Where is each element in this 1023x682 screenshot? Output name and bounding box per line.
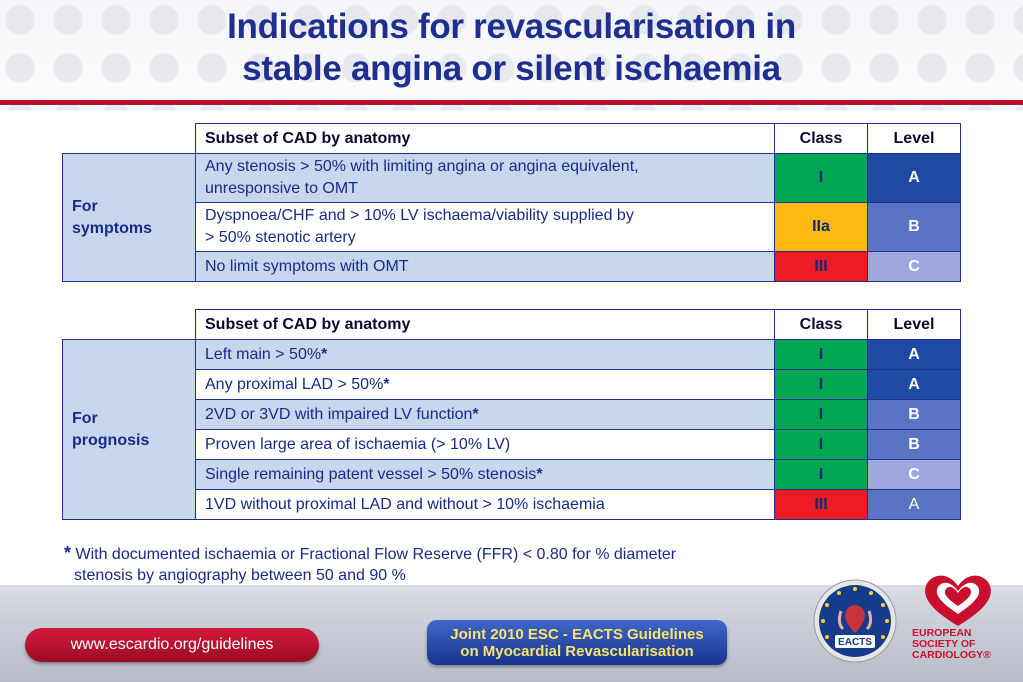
level-cell: B: [867, 399, 961, 430]
table-row: Proven large area of ischaemia (> 10% LV…: [63, 429, 961, 460]
description-line: > 50% stenotic artery: [205, 229, 356, 246]
symptoms-table: Subset of CAD by anatomy Class Level For…: [62, 123, 961, 282]
title-divider: [0, 100, 1023, 105]
table-row: Dyspnoea/CHF and > 10% LV ischaema/viabi…: [63, 202, 961, 252]
asterisk-mark: *: [536, 465, 543, 483]
eacts-logo-icon: EACTS: [813, 579, 897, 663]
title-line-2: stable angina or silent ischaemia: [242, 49, 781, 88]
description-text: 2VD or 3VD with impaired LV function: [205, 405, 473, 423]
row-description: Any proximal LAD > 50%*: [195, 369, 775, 400]
esc-name-line: SOCIETY OF: [912, 638, 976, 650]
eacts-logo-text: EACTS: [838, 637, 872, 648]
table-row: No limit symptoms with OMT III C: [63, 251, 961, 282]
asterisk-mark: *: [472, 405, 479, 423]
footnote-text: With documented ischaemia or Fractional …: [75, 546, 677, 563]
class-cell: I: [774, 339, 868, 370]
row-description: 2VD or 3VD with impaired LV function*: [195, 399, 775, 430]
class-cell: III: [774, 251, 868, 282]
group-label-line: symptoms: [72, 219, 153, 237]
header-level: Level: [867, 309, 961, 340]
table-row: For symptoms Any stenosis > 50% with lim…: [62, 153, 961, 282]
level-cell: A: [867, 369, 961, 400]
footnote-asterisk: *: [64, 543, 72, 563]
group-label-line: For: [72, 409, 98, 427]
footnote-line-1: * With documented ischaemia or Fractiona…: [64, 543, 824, 565]
description-text: Left main > 50%: [205, 345, 322, 363]
class-cell: III: [774, 489, 868, 520]
class-cell: I: [774, 369, 868, 400]
level-cell: C: [867, 251, 961, 282]
table-row: Any proximal LAD > 50%* I A: [63, 369, 961, 400]
guidelines-link[interactable]: www.escardio.org/guidelines: [25, 628, 319, 662]
description-line: Any stenosis > 50% with limiting angina …: [205, 158, 639, 175]
description-line: unresponsive to OMT: [205, 180, 358, 197]
asterisk-mark: *: [383, 375, 390, 393]
joint-badge-line: on Myocardial Revascularisation: [460, 642, 694, 660]
page-title: Indications for revascularisation in sta…: [0, 6, 1023, 90]
description-text: Single remaining patent vessel > 50% ste…: [205, 465, 537, 483]
row-description: Single remaining patent vessel > 50% ste…: [195, 459, 775, 490]
blank-corner: [62, 309, 196, 340]
table-header-row: Subset of CAD by anatomy Class Level: [62, 123, 961, 154]
footnote-line-2: stenosis by angiography between 50 and 9…: [74, 567, 406, 584]
joint-guidelines-badge: Joint 2010 ESC - EACTS Guidelines on Myo…: [427, 620, 727, 665]
class-cell: IIa: [774, 202, 868, 252]
level-cell: C: [867, 459, 961, 490]
table-header-row: Subset of CAD by anatomy Class Level: [62, 309, 961, 340]
header-class: Class: [774, 309, 868, 340]
row-description: No limit symptoms with OMT: [195, 251, 775, 282]
group-label-line: prognosis: [72, 431, 150, 449]
group-label-prognosis: For prognosis: [62, 339, 196, 520]
level-cell: A: [867, 153, 961, 203]
description-text: Any proximal LAD > 50%: [205, 375, 384, 393]
group-label-symptoms: For symptoms: [62, 153, 196, 282]
esc-name: EUROPEAN SOCIETY OF CARDIOLOGY®: [912, 628, 1012, 661]
level-cell: A: [867, 339, 961, 370]
description-line: Dyspnoea/CHF and > 10% LV ischaema/viabi…: [205, 207, 634, 224]
table-row: 2VD or 3VD with impaired LV function* I …: [63, 399, 961, 430]
class-cell: I: [774, 429, 868, 460]
class-cell: I: [774, 459, 868, 490]
row-description: Proven large area of ischaemia (> 10% LV…: [195, 429, 775, 460]
blank-corner: [62, 123, 196, 154]
row-description: Any stenosis > 50% with limiting angina …: [195, 153, 775, 203]
group-label-line: For: [72, 197, 98, 215]
level-cell: B: [867, 429, 961, 460]
class-cell: I: [774, 153, 868, 203]
row-description: 1VD without proximal LAD and without > 1…: [195, 489, 775, 520]
footnote: * With documented ischaemia or Fractiona…: [64, 543, 824, 586]
row-description: Dyspnoea/CHF and > 10% LV ischaema/viabi…: [195, 202, 775, 252]
header-subset: Subset of CAD by anatomy: [195, 123, 775, 154]
row-description: Left main > 50%*: [195, 339, 775, 370]
asterisk-mark: *: [321, 345, 328, 363]
header-background: [0, 0, 1023, 110]
header-level: Level: [867, 123, 961, 154]
esc-heart-logo-icon: [925, 575, 991, 626]
esc-name-line: EUROPEAN: [912, 627, 972, 639]
header-class: Class: [774, 123, 868, 154]
title-line-1: Indications for revascularisation in: [227, 7, 796, 46]
header-subset: Subset of CAD by anatomy: [195, 309, 775, 340]
level-cell: A: [867, 489, 961, 520]
esc-name-line: CARDIOLOGY®: [912, 649, 991, 661]
table-row: For prognosis Left main > 50%* I A: [62, 339, 961, 520]
table-row: 1VD without proximal LAD and without > 1…: [63, 489, 961, 520]
prognosis-table: Subset of CAD by anatomy Class Level For…: [62, 309, 961, 520]
table-row: Single remaining patent vessel > 50% ste…: [63, 459, 961, 490]
class-cell: I: [774, 399, 868, 430]
joint-badge-line: Joint 2010 ESC - EACTS Guidelines: [450, 625, 704, 643]
level-cell: B: [867, 202, 961, 252]
